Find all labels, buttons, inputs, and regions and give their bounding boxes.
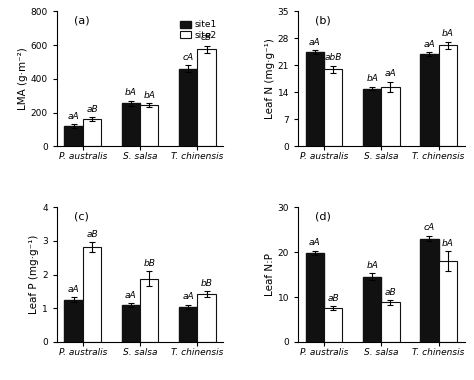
Text: (a): (a) [73,16,89,25]
Y-axis label: Leaf N:P: Leaf N:P [265,253,275,296]
Text: bB: bB [201,279,212,288]
Text: cA: cA [424,223,435,233]
Text: cB: cB [201,33,212,42]
Text: aB: aB [328,294,339,303]
Bar [381,302,400,342]
Text: bA: bA [442,239,454,248]
Bar [122,305,140,342]
Text: bA: bA [366,261,378,270]
Text: (b): (b) [315,16,330,25]
Y-axis label: LMA (g·m⁻²): LMA (g·m⁻²) [18,48,28,110]
Bar [363,89,381,146]
Bar [83,247,101,342]
Text: bA: bA [125,89,137,97]
Y-axis label: Leaf N (mg·g⁻¹): Leaf N (mg·g⁻¹) [265,38,275,119]
Bar [197,49,216,146]
Bar [197,294,216,342]
Bar [140,279,158,342]
Text: aA: aA [385,69,396,78]
Bar [324,69,342,146]
Bar [64,126,83,146]
Bar [122,103,140,146]
Text: cA: cA [182,53,194,62]
Text: bA: bA [442,30,454,38]
Text: bA: bA [366,74,378,83]
Bar [438,45,457,146]
Bar [83,119,101,146]
Text: aA: aA [309,38,321,47]
Bar [140,105,158,146]
Text: bB: bB [143,259,155,268]
Text: aA: aA [68,112,80,121]
Bar [324,308,342,342]
Text: (d): (d) [315,211,331,221]
Text: aB: aB [86,105,98,114]
Bar [420,54,438,146]
Y-axis label: Leaf P (mg·g⁻¹): Leaf P (mg·g⁻¹) [29,235,39,314]
Text: aA: aA [182,292,194,301]
Bar [420,239,438,342]
Bar [179,307,197,342]
Bar [306,253,324,342]
Text: aA: aA [424,40,435,49]
Text: aA: aA [309,238,321,247]
Bar [381,87,400,146]
Text: aA: aA [125,291,137,300]
Bar [64,300,83,342]
Text: (c): (c) [73,211,88,221]
Bar [179,69,197,146]
Bar [306,52,324,146]
Text: aB: aB [385,288,396,297]
Text: abB: abB [325,53,342,62]
Text: aA: aA [68,285,80,294]
Bar [363,277,381,342]
Bar [438,261,457,342]
Text: bA: bA [143,90,155,100]
Legend: site1, site2: site1, site2 [178,19,219,41]
Text: aB: aB [86,230,98,239]
